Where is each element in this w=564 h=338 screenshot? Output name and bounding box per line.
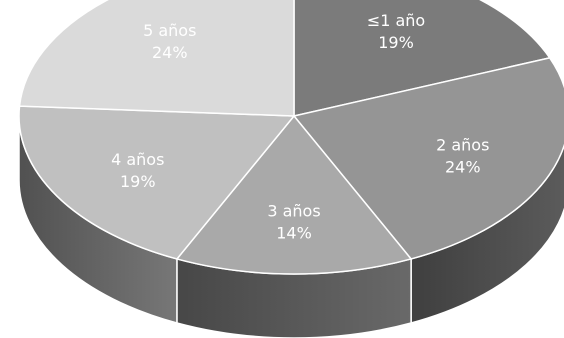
pie-slice-1-a-o xyxy=(293,0,551,117)
pie-tops xyxy=(18,0,564,275)
pie-slice-5-a-os xyxy=(18,0,295,117)
slice-percent-1-a-o: 19% xyxy=(378,33,414,52)
pie-labels: ≤1 año 19% 2 años 24% 3 años 14% 4 años 19% 5 añ… xyxy=(111,11,489,243)
slice-label-4-a-os: 4 años xyxy=(111,150,164,169)
slice-label-2-a-os: 2 años xyxy=(436,135,489,154)
pie-sides xyxy=(18,115,564,338)
slice-percent-4-a-os: 19% xyxy=(120,172,156,191)
slice-percent-2-a-os: 24% xyxy=(445,157,481,176)
slice-label-1-a-o: ≤1 año xyxy=(367,11,425,30)
slice-label-3-a-os: 3 años xyxy=(267,201,320,220)
slice-percent-5-a-os: 24% xyxy=(152,43,188,62)
slice-percent-3-a-os: 14% xyxy=(276,223,312,242)
slice-label-5-a-os: 5 años xyxy=(143,21,196,40)
pie-slice-4-a-os xyxy=(18,105,296,260)
pie-slice-3-a-os xyxy=(175,114,413,275)
